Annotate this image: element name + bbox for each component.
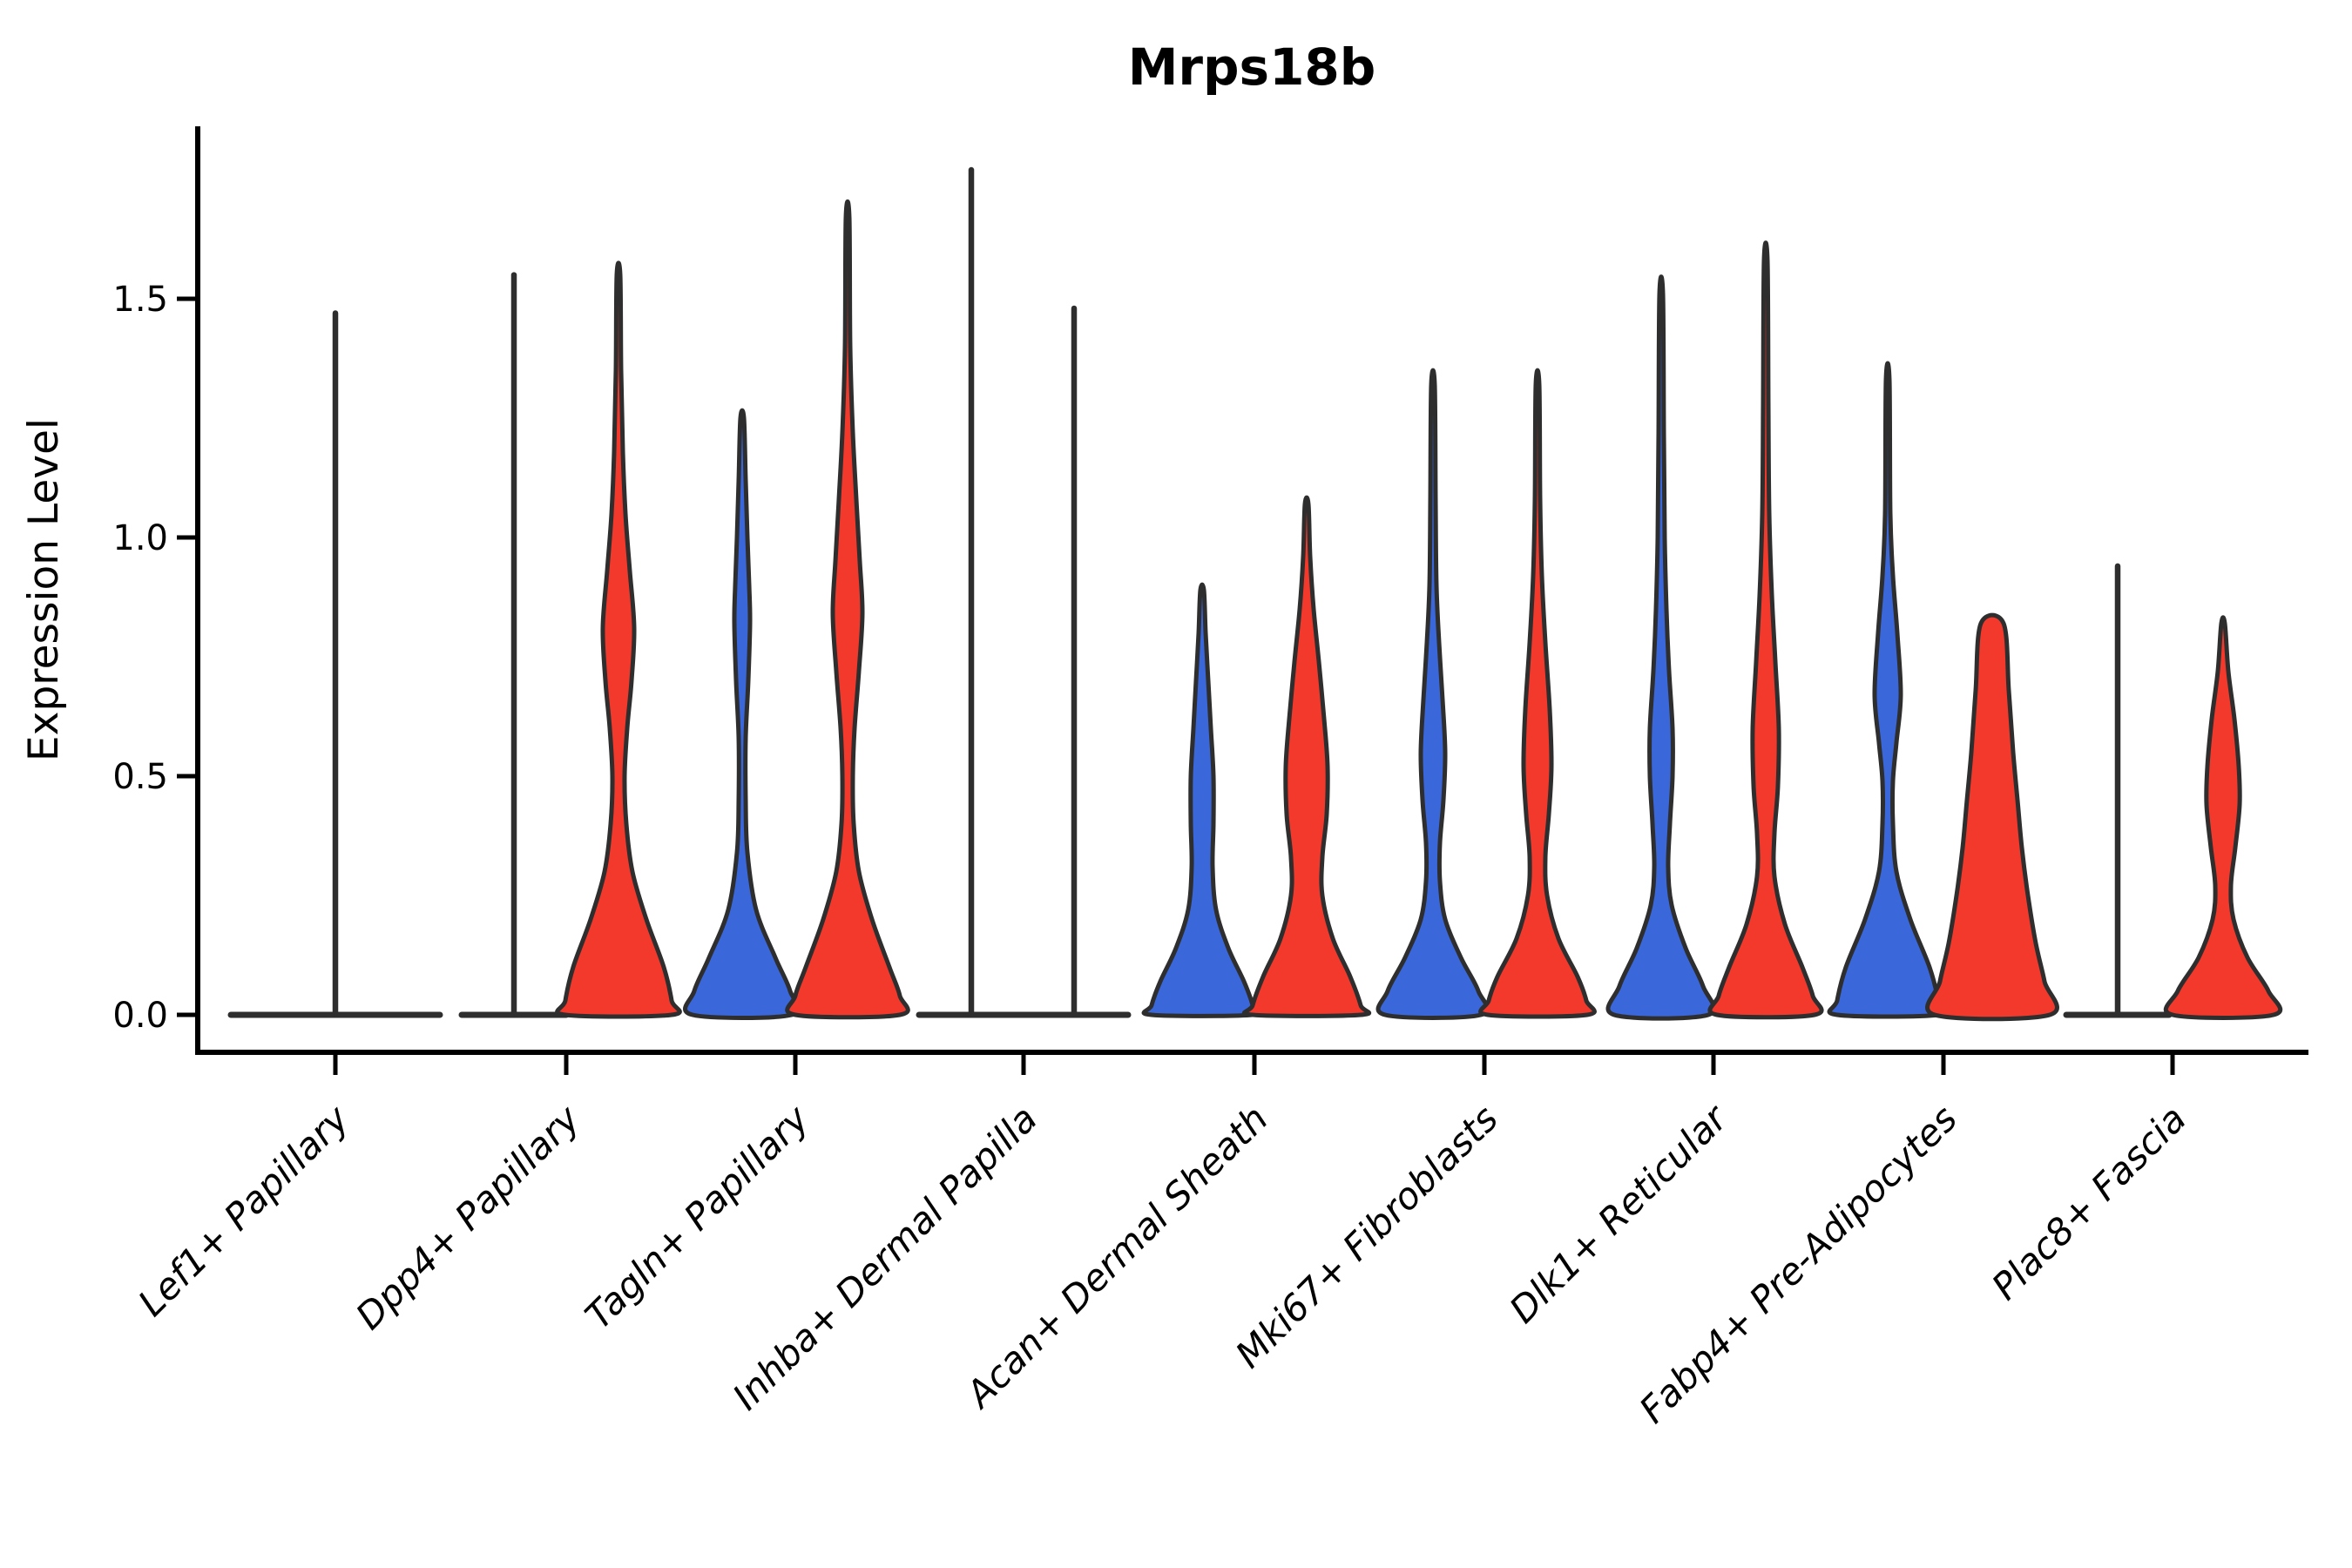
violin-red xyxy=(785,199,910,1020)
x-tick-label: Dpp4+ Papillary xyxy=(348,1097,589,1338)
y-axis-label: Expression Level xyxy=(20,418,68,761)
violin-blue xyxy=(1375,368,1490,1020)
violin-blue xyxy=(1605,274,1717,1021)
violin-blue xyxy=(1141,582,1263,1018)
axes: 0.0 0.5 1.0 1.5 xyxy=(112,126,2308,1055)
x-tick-label: Tagln+ Papillary xyxy=(577,1097,818,1338)
y-tick-label: 1.0 xyxy=(112,518,168,558)
violin-red xyxy=(1707,240,1824,1020)
y-tick-label: 1.5 xyxy=(112,280,168,320)
violin-red xyxy=(2164,615,2282,1020)
violin-red xyxy=(1478,368,1597,1019)
x-tick-label: Lef1+ Papillary xyxy=(130,1097,358,1325)
chart-title: Mrps18b xyxy=(1128,37,1376,97)
violins xyxy=(227,166,2282,1022)
violin-blue xyxy=(1827,361,1949,1019)
violin-red xyxy=(1925,612,2059,1022)
violin-red xyxy=(555,260,682,1019)
y-tick-label: 0.0 xyxy=(112,996,168,1036)
violin-blue xyxy=(683,408,801,1020)
x-tick-label: Plac8+ Fascia xyxy=(1984,1097,2194,1308)
x-tick-label: Mki67+ Fibroblasts xyxy=(1227,1097,1506,1375)
x-tick-label: Dlk1+ Reticular xyxy=(1501,1095,1737,1331)
violin-red xyxy=(1241,495,1372,1018)
y-tick-label: 0.5 xyxy=(112,757,168,797)
